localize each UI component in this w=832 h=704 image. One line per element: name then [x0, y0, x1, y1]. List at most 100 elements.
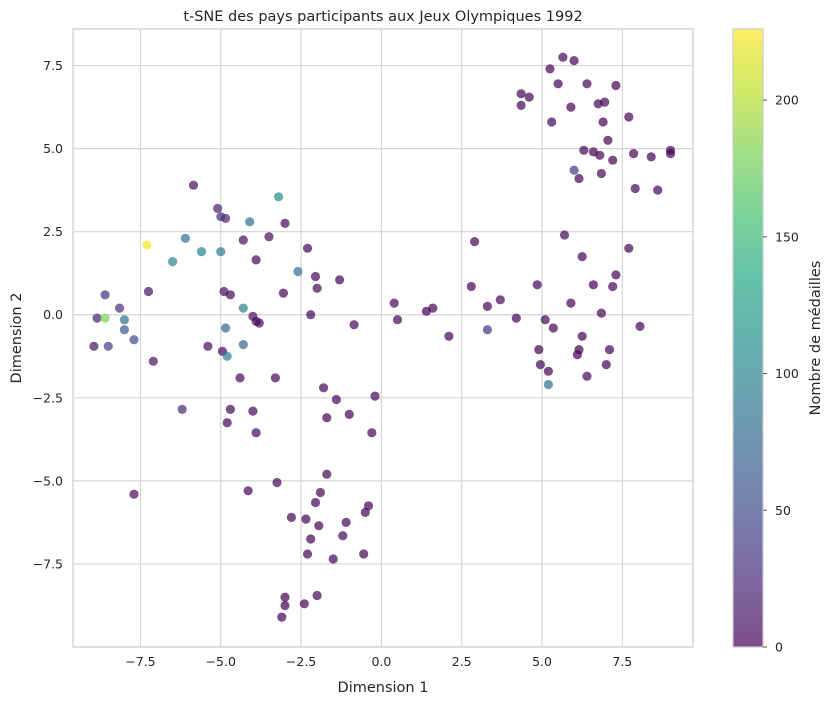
data-point: [270, 373, 280, 383]
data-point: [248, 406, 258, 416]
data-point: [238, 235, 248, 245]
data-point: [646, 152, 656, 162]
data-point: [180, 233, 190, 243]
data-point: [115, 303, 125, 313]
data-point: [543, 366, 554, 376]
data-point: [540, 315, 550, 325]
data-point: [286, 512, 296, 523]
x-axis-ticks: −7.5 −5.0 −2.5 0.0 2.5 5.0 7.5: [125, 654, 632, 669]
data-point: [89, 341, 99, 351]
data-point: [293, 266, 303, 277]
colorbar-tick-label: 100: [775, 366, 799, 381]
data-point: [535, 360, 546, 370]
data-point: [516, 100, 526, 110]
data-point: [665, 149, 676, 159]
data-point: [100, 290, 110, 300]
x-tick-label: −2.5: [286, 654, 316, 669]
data-point: [595, 150, 605, 160]
data-point: [569, 56, 579, 66]
x-tick-label: −7.5: [125, 654, 155, 669]
data-point: [577, 252, 587, 262]
y-tick-label: 0.0: [43, 307, 63, 322]
data-point: [168, 257, 178, 267]
data-point: [577, 331, 587, 341]
grid-lines: [73, 29, 693, 647]
data-point: [569, 165, 579, 175]
data-point: [315, 487, 325, 498]
data-point: [280, 218, 290, 228]
chart-title: t-SNE des pays participants aux Jeux Oly…: [183, 9, 582, 25]
data-point: [574, 173, 584, 184]
x-tick-label: 7.5: [612, 654, 632, 669]
data-point: [359, 549, 369, 559]
data-point: [338, 531, 348, 541]
data-point: [582, 371, 592, 381]
data-point: [196, 247, 207, 257]
data-point: [389, 298, 399, 308]
y-tick-label: 2.5: [43, 224, 63, 239]
data-point: [608, 155, 618, 165]
data-point: [367, 428, 377, 438]
colorbar: [733, 29, 763, 647]
data-point: [335, 275, 345, 285]
data-point: [428, 303, 438, 313]
data-point: [238, 303, 248, 313]
data-point: [272, 477, 282, 488]
data-point: [280, 600, 290, 611]
x-tick-label: 0.0: [371, 654, 391, 669]
data-point: [600, 97, 610, 107]
data-point: [219, 286, 229, 297]
y-tick-label: −7.5: [33, 556, 63, 571]
data-point: [331, 394, 341, 405]
data-point: [213, 203, 223, 213]
data-point: [245, 217, 255, 227]
y-tick-label: −5.0: [33, 473, 63, 488]
data-point: [143, 286, 154, 297]
y-tick-label: 5.0: [43, 141, 63, 156]
data-point: [301, 514, 311, 524]
data-point: [306, 534, 316, 544]
data-point: [322, 469, 332, 479]
data-point: [103, 341, 113, 351]
data-point: [319, 383, 329, 393]
data-point: [596, 168, 607, 179]
data-point: [216, 212, 226, 222]
data-point: [629, 149, 639, 159]
data-point: [566, 102, 576, 112]
data-point: [444, 331, 454, 341]
data-point: [603, 135, 613, 145]
data-point: [243, 486, 253, 496]
data-point: [559, 230, 570, 240]
data-point: [566, 298, 576, 308]
data-point: [225, 404, 235, 414]
data-point: [310, 271, 321, 282]
data-point: [129, 335, 139, 345]
data-point: [579, 145, 589, 155]
data-point: [611, 80, 621, 91]
data-point: [235, 373, 245, 383]
data-point: [341, 517, 351, 528]
data-point: [370, 391, 380, 401]
y-axis-label: Dimension 2: [9, 293, 25, 384]
y-tick-label: 7.5: [43, 58, 63, 73]
colorbar-label: Nombre de médailles: [808, 261, 824, 416]
data-point: [119, 325, 129, 335]
data-point: [601, 360, 611, 370]
x-axis-label: Dimension 1: [338, 680, 429, 696]
data-point: [588, 280, 599, 290]
data-point: [466, 281, 476, 292]
y-axis-ticks: 7.5 5.0 2.5 0.0 −2.5 −5.0 −7.5: [33, 58, 63, 571]
data-point: [238, 340, 248, 350]
data-point: [344, 409, 354, 419]
data-point: [582, 79, 592, 89]
colorbar-tick-label: 200: [775, 93, 799, 108]
data-point: [630, 183, 640, 194]
y-tick-label: −2.5: [33, 390, 63, 405]
data-point: [100, 313, 110, 323]
x-tick-label: 5.0: [532, 654, 552, 669]
data-point: [532, 280, 542, 290]
data-point: [222, 418, 232, 428]
x-tick-label: −5.0: [206, 654, 236, 669]
x-tick-label: 2.5: [452, 654, 472, 669]
data-point: [314, 521, 324, 531]
